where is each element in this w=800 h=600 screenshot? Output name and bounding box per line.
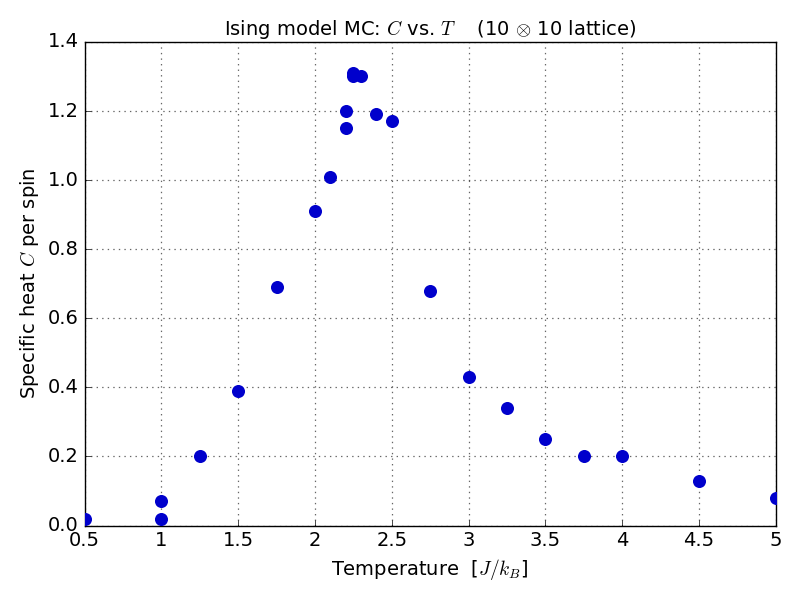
Point xyxy=(155,497,168,506)
Point xyxy=(347,68,360,78)
Point xyxy=(424,286,437,295)
Point xyxy=(347,71,360,81)
Title: Ising model MC: $C$ vs. $T$    (10 $\otimes$ 10 lattice): Ising model MC: $C$ vs. $T$ (10 $\otimes… xyxy=(224,18,636,41)
Point xyxy=(354,71,367,81)
Point xyxy=(501,403,514,413)
Point xyxy=(324,172,337,181)
Point xyxy=(339,124,352,133)
Point xyxy=(232,386,245,395)
Point xyxy=(309,206,322,216)
Point xyxy=(155,514,168,523)
Point xyxy=(770,493,782,503)
Y-axis label: Specific heat $C$ per spin: Specific heat $C$ per spin xyxy=(18,168,41,400)
Point xyxy=(270,283,283,292)
Point xyxy=(693,476,706,485)
Point xyxy=(78,514,91,523)
Point xyxy=(386,116,398,126)
Point xyxy=(578,452,590,461)
Point xyxy=(370,110,382,119)
Point xyxy=(194,452,206,461)
Point xyxy=(462,372,475,382)
Point xyxy=(616,452,629,461)
Point xyxy=(539,434,552,444)
X-axis label: Temperature  [$J/k_B$]: Temperature [$J/k_B$] xyxy=(331,557,529,582)
Point xyxy=(339,106,352,116)
